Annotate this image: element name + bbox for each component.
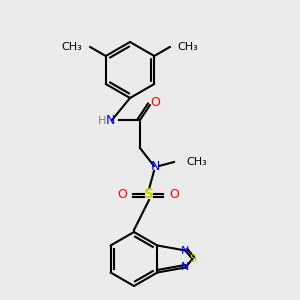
Text: CH₃: CH₃ xyxy=(61,42,82,52)
Text: CH₃: CH₃ xyxy=(186,157,207,167)
Text: N: N xyxy=(150,160,160,172)
Text: O: O xyxy=(117,188,127,200)
Text: N: N xyxy=(105,115,115,128)
Text: S: S xyxy=(189,254,196,264)
Text: N: N xyxy=(181,262,190,272)
Text: O: O xyxy=(169,188,179,200)
Text: N: N xyxy=(181,245,190,256)
Text: S: S xyxy=(144,187,154,201)
Text: H: H xyxy=(98,116,106,126)
Text: O: O xyxy=(150,97,160,110)
Text: CH₃: CH₃ xyxy=(178,42,199,52)
